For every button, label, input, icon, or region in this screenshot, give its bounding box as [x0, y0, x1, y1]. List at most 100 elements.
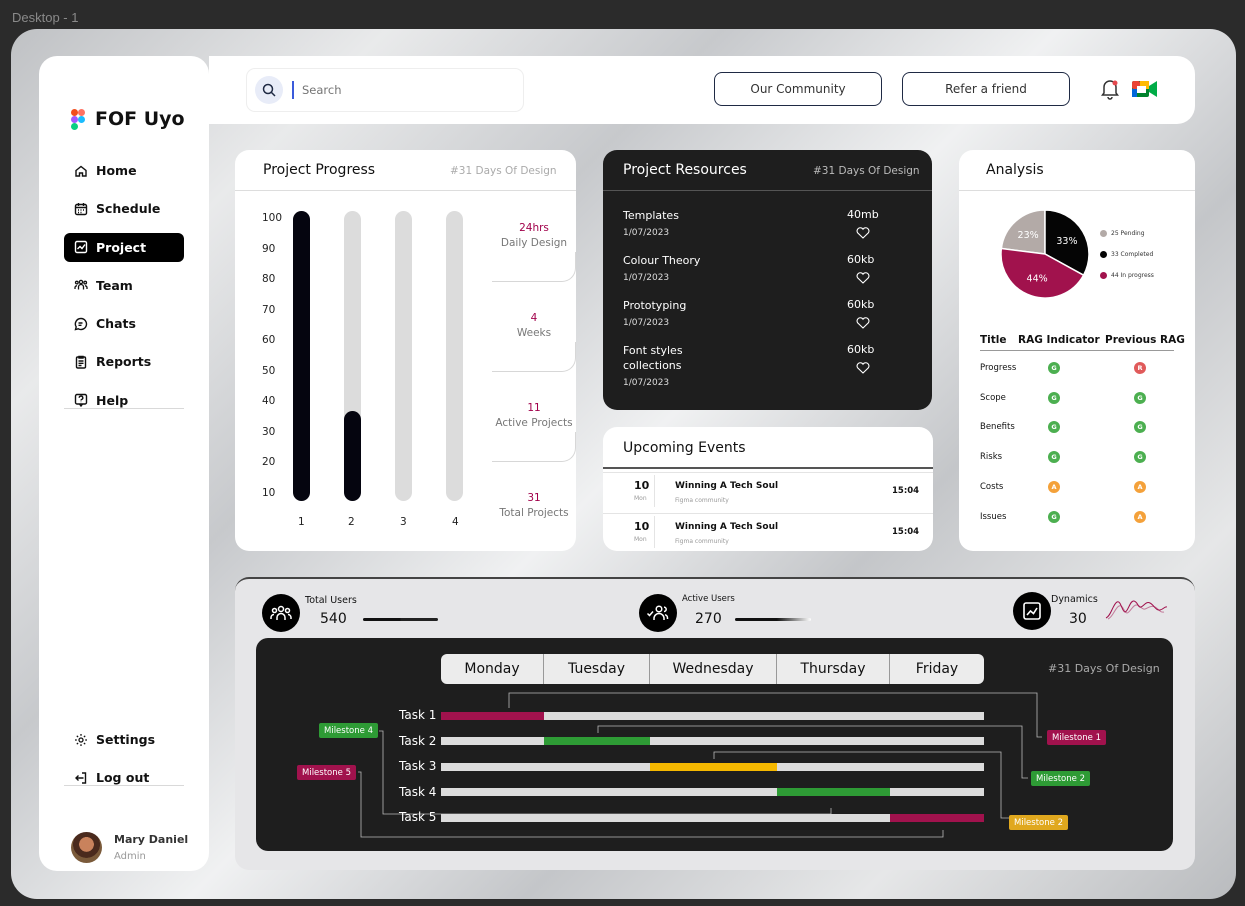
- task-segment[interactable]: [890, 814, 984, 822]
- sidebar-item-help[interactable]: Help: [64, 386, 184, 415]
- google-meet-icon[interactable]: [1131, 78, 1159, 100]
- heart-icon[interactable]: [856, 362, 870, 374]
- milestone-1[interactable]: Milestone 1: [1047, 730, 1106, 745]
- progress-bar-track: [446, 211, 463, 501]
- stat-weeks[interactable]: 4 Weeks: [492, 312, 576, 339]
- brand[interactable]: FOF Uyo: [71, 108, 185, 130]
- stat-daily-design[interactable]: 24hrs Daily Design: [492, 222, 576, 249]
- analysis-card: Analysis 23% 33% 44% 25 Pending 33 Complet…: [959, 150, 1195, 551]
- task-track[interactable]: [441, 763, 984, 771]
- day-monday[interactable]: Monday: [441, 654, 544, 684]
- resource-name: Font styles collections: [623, 344, 683, 372]
- day-tuesday[interactable]: Tuesday: [544, 654, 650, 684]
- event-row[interactable]: 10 Mon Winning A Tech Soul Figma communi…: [603, 513, 933, 549]
- sidebar-item-logout[interactable]: Log out: [64, 763, 184, 792]
- frame-label: Desktop - 1: [12, 10, 79, 25]
- project-progress-card: Project Progress #31 Days Of Design 100 …: [235, 150, 576, 551]
- card-title: Analysis: [986, 162, 1044, 178]
- day-wednesday[interactable]: Wednesday: [650, 654, 777, 684]
- rag-indicator-dot: A: [1048, 481, 1060, 493]
- sidebar-item-reports[interactable]: Reports: [64, 347, 184, 376]
- search-input[interactable]: [302, 83, 502, 97]
- milestone-2[interactable]: Milestone 2: [1031, 771, 1090, 786]
- task-label: Task 1: [399, 708, 437, 722]
- search-icon[interactable]: [255, 76, 283, 104]
- progress-bar-track: [395, 211, 412, 501]
- sidebar-item-label: Project: [96, 239, 147, 255]
- event-weekday: Mon: [634, 536, 647, 543]
- y-tick-label: 30: [262, 426, 276, 438]
- sidebar: FOF Uyo Home Schedule Project Team Chats: [39, 56, 209, 871]
- pie-slice-label: 33%: [1056, 236, 1077, 247]
- clipboard-icon: [75, 355, 87, 369]
- x-tick-label: 3: [400, 516, 407, 528]
- sidebar-item-schedule[interactable]: Schedule: [64, 194, 184, 223]
- sidebar-item-home[interactable]: Home: [64, 156, 184, 185]
- heart-icon[interactable]: [856, 272, 870, 284]
- total-users-bar: [363, 618, 438, 621]
- heart-icon[interactable]: [856, 227, 870, 239]
- milestone-5[interactable]: Milestone 5: [297, 765, 356, 780]
- bell-icon[interactable]: [1100, 78, 1120, 100]
- sidebar-item-team[interactable]: Team: [64, 271, 184, 300]
- day-friday[interactable]: Friday: [915, 661, 959, 677]
- task-label: Task 3: [399, 759, 437, 773]
- dependency-connectors: [358, 692, 1042, 838]
- pie-slice: [1000, 209, 1046, 255]
- rag-row-title: Benefits: [980, 422, 1015, 432]
- rag-indicator-dot: G: [1048, 511, 1060, 523]
- search-box[interactable]: [247, 69, 523, 111]
- stat-total-projects[interactable]: 31 Total Projects: [492, 492, 576, 519]
- event-time: 15:04: [892, 486, 920, 496]
- avatar: [71, 832, 102, 863]
- task-track[interactable]: [441, 712, 984, 720]
- task-track[interactable]: [441, 737, 984, 745]
- sidebar-item-label: Settings: [96, 732, 156, 747]
- sidebar-item-chats[interactable]: Chats: [64, 309, 184, 338]
- milestone-4[interactable]: Milestone 4: [319, 723, 378, 738]
- event-weekday: Mon: [634, 495, 647, 502]
- sidebar-nav: Home Schedule Project Team Chats Reports: [64, 156, 184, 424]
- stat-label: Weeks: [516, 327, 552, 339]
- rag-header-previous: Previous RAG: [1105, 334, 1185, 346]
- resource-size: 60kb: [847, 298, 875, 311]
- resource-date: 1/07/2023: [623, 273, 670, 283]
- stat-value: 24hrs: [519, 222, 549, 234]
- event-day: 10: [634, 479, 650, 492]
- user-profile[interactable]: Mary Daniel Admin: [71, 832, 188, 863]
- our-community-button[interactable]: Our Community: [714, 72, 882, 106]
- refer-friend-button[interactable]: Refer a friend: [902, 72, 1070, 106]
- task-label: Task 4: [399, 785, 437, 799]
- pie-slice: [1044, 209, 1090, 277]
- stat-value: 11: [527, 402, 541, 414]
- task-segment[interactable]: [777, 788, 890, 796]
- task-track[interactable]: [441, 814, 984, 822]
- event-row[interactable]: 10 Mon Winning A Tech Soul Figma communi…: [603, 472, 933, 508]
- previous-rag-dot: G: [1134, 451, 1146, 463]
- gantt-chart: Monday Tuesday Wednesday Thursday Friday…: [256, 638, 1173, 851]
- task-segment[interactable]: [441, 712, 544, 720]
- task-segment[interactable]: [544, 737, 650, 745]
- sidebar-item-label: Help: [96, 392, 129, 408]
- sidebar-item-settings[interactable]: Settings: [64, 725, 184, 754]
- y-tick-label: 40: [262, 395, 276, 407]
- card-title: Project Resources: [623, 162, 747, 178]
- stat-active-projects[interactable]: 11 Active Projects: [492, 402, 576, 429]
- day-thursday[interactable]: Thursday: [777, 654, 890, 684]
- logout-icon: [75, 772, 87, 784]
- resource-date: 1/07/2023: [623, 378, 670, 388]
- stat-divider: [492, 432, 576, 462]
- milestone-2-alt[interactable]: Milestone 2: [1009, 815, 1068, 830]
- gantt-tag: #31 Days Of Design: [1048, 662, 1160, 675]
- dynamics-value: 30: [1069, 611, 1087, 627]
- heart-icon[interactable]: [856, 317, 870, 329]
- sidebar-item-project[interactable]: Project: [64, 232, 184, 262]
- rag-indicator-dot: G: [1048, 392, 1060, 404]
- gear-icon: [75, 733, 87, 746]
- task-segment[interactable]: [650, 763, 777, 771]
- rag-header-title: Title: [980, 334, 1007, 346]
- task-track[interactable]: [441, 788, 984, 796]
- event-divider: [654, 516, 655, 548]
- progress-bar-fill: [344, 411, 361, 501]
- calendar-icon: [74, 202, 88, 215]
